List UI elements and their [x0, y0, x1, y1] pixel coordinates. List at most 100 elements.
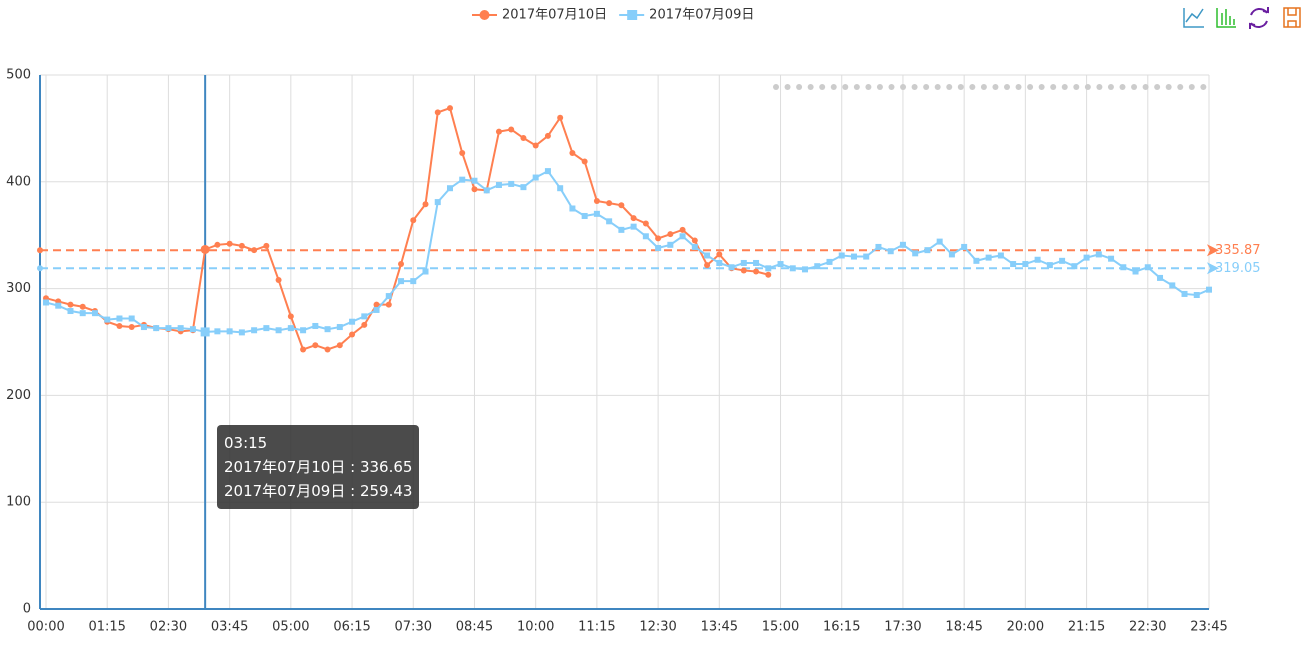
- y-tick-label: 300: [6, 281, 31, 296]
- data-point: [336, 342, 343, 349]
- legend-symbol: [479, 10, 490, 20]
- x-tick-label: 07:30: [395, 620, 432, 635]
- data-point: [226, 240, 233, 247]
- x-tick-label: 06:15: [333, 620, 370, 635]
- data-point: [679, 233, 686, 240]
- tooltip-row: 2017年07月09日 : 259.43: [224, 482, 413, 500]
- data-point: [569, 205, 576, 212]
- data-point: [544, 168, 551, 175]
- data-point: [753, 268, 760, 275]
- line-chart-icon[interactable]: [1183, 8, 1204, 28]
- data-point: [593, 210, 600, 217]
- data-point: [1144, 264, 1151, 271]
- data-point: [214, 241, 221, 248]
- data-point: [1120, 264, 1127, 271]
- data-point: [961, 243, 968, 250]
- data-point: [850, 253, 857, 260]
- y-tick-label: 500: [6, 68, 31, 83]
- data-point: [1193, 292, 1200, 299]
- zoom-dot: [1154, 84, 1161, 90]
- data-point: [55, 302, 62, 309]
- data-point: [214, 328, 221, 335]
- zoom-dot: [1096, 84, 1103, 90]
- data-point: [79, 310, 86, 317]
- data-point: [1157, 274, 1164, 281]
- data-point: [410, 278, 417, 285]
- legend-label: 2017年07月09日: [649, 8, 754, 23]
- x-tick-label: 01:15: [88, 620, 125, 635]
- zoom-dot: [1015, 84, 1022, 90]
- save-image-icon[interactable]: [1283, 7, 1301, 28]
- x-tick-label: 16:15: [823, 620, 860, 635]
- data-point: [740, 259, 747, 266]
- data-point: [593, 198, 600, 205]
- data-point: [275, 327, 282, 334]
- zoom-dot: [1061, 84, 1068, 90]
- data-point: [1181, 290, 1188, 297]
- data-point: [312, 342, 319, 349]
- zoom-dot: [1084, 84, 1091, 90]
- data-point: [153, 325, 160, 332]
- data-point: [544, 132, 551, 139]
- data-point: [1010, 261, 1017, 268]
- data-point: [287, 313, 294, 320]
- data-point: [532, 142, 539, 149]
- data-point: [838, 252, 845, 259]
- data-point: [1083, 254, 1090, 261]
- x-tick-label: 21:15: [1068, 620, 1105, 635]
- data-point: [716, 259, 723, 266]
- data-point: [238, 329, 245, 336]
- toolbox: [1183, 7, 1301, 29]
- data-point: [606, 218, 613, 225]
- data-point: [863, 253, 870, 260]
- data-point: [618, 226, 625, 233]
- data-point: [557, 185, 564, 192]
- average-start: [37, 247, 43, 254]
- data-point: [667, 241, 674, 248]
- data-point: [336, 324, 343, 331]
- data-point: [140, 324, 147, 331]
- zoom-dot: [853, 84, 860, 90]
- x-tick-label: 02:30: [150, 620, 187, 635]
- average-label: 319.05: [1215, 261, 1261, 276]
- bar-chart-icon[interactable]: [1216, 8, 1236, 28]
- data-point: [251, 327, 258, 334]
- data-point: [765, 265, 772, 272]
- tooltip-series: 2017年07月10日: [224, 458, 346, 476]
- data-point: [973, 257, 980, 264]
- data-point: [1095, 251, 1102, 258]
- y-tick-label: 400: [6, 174, 31, 189]
- x-tick-label: 12:30: [639, 620, 676, 635]
- data-point: [606, 200, 613, 207]
- tooltip: 03:15 2017年07月10日 : 336.65 2017年07月09日 :…: [217, 425, 420, 509]
- data-point: [642, 220, 649, 227]
- data-point: [287, 325, 294, 332]
- data-point: [557, 114, 564, 121]
- zoom-dot: [819, 84, 826, 90]
- data-point: [398, 278, 405, 285]
- zoom-dot: [784, 84, 791, 90]
- zoom-dot: [888, 84, 895, 90]
- y-tick-label: 0: [23, 602, 31, 617]
- data-point: [128, 324, 135, 331]
- data-point: [300, 327, 307, 334]
- data-point: [985, 254, 992, 261]
- data-point: [495, 128, 502, 135]
- data-point: [691, 243, 698, 250]
- zoom-dot: [1027, 84, 1034, 90]
- data-point: [483, 187, 490, 194]
- data-point: [471, 186, 478, 193]
- data-point: [520, 135, 527, 142]
- data-point: [251, 247, 258, 254]
- data-point: [91, 310, 98, 317]
- zoom-dot: [992, 84, 999, 90]
- restore-icon[interactable]: [1249, 7, 1269, 29]
- data-point: [275, 277, 282, 284]
- data-point: [630, 223, 637, 230]
- zoom-dot: [1050, 84, 1057, 90]
- data-point: [1108, 255, 1115, 262]
- data-point: [43, 299, 49, 306]
- data-point: [716, 251, 723, 258]
- data-point: [459, 176, 466, 183]
